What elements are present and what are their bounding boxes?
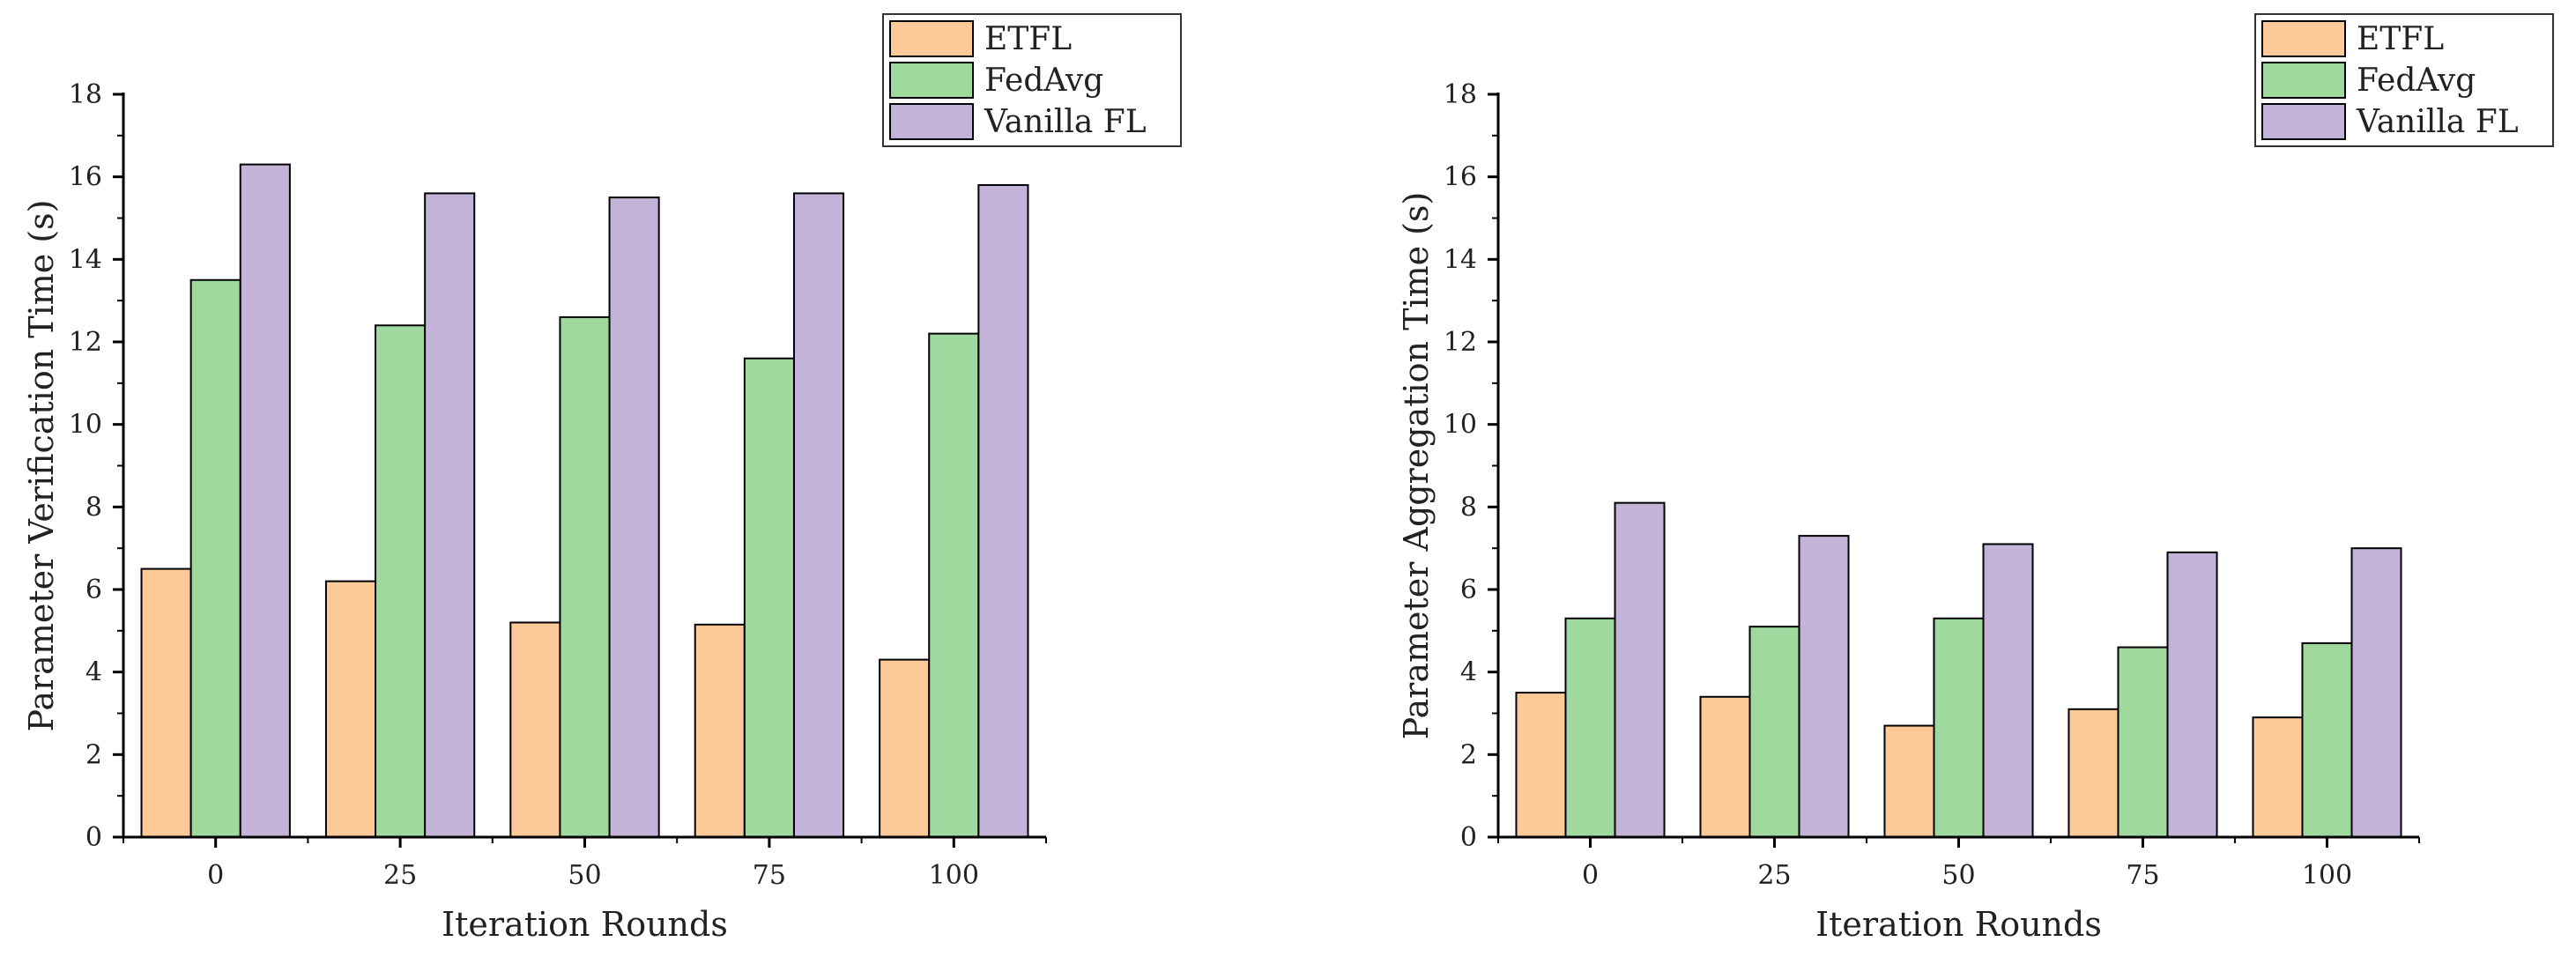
x-axis-title: Iteration Rounds	[442, 905, 728, 944]
x-axis-title: Iteration Rounds	[1815, 905, 2102, 944]
legend-swatch	[889, 62, 974, 99]
bar-vanilla-fl-0	[239, 163, 291, 838]
bar-etfl-75	[2067, 708, 2119, 838]
y-tick-label: 4	[85, 657, 102, 688]
bar-fedavg-75	[2117, 646, 2169, 838]
y-tick-label: 10	[1444, 410, 1477, 441]
y-tick-label: 14	[1444, 244, 1477, 275]
x-tick-label: 0	[1582, 860, 1599, 891]
y-axis-title: Parameter Aggregation Time (s)	[1397, 192, 1436, 740]
legend-label: FedAvg	[984, 63, 1103, 99]
legend-swatch	[889, 103, 974, 140]
legend-swatch	[2261, 103, 2346, 140]
bar-vanilla-fl-75	[2166, 551, 2218, 838]
bar-fedavg-25	[1748, 626, 1800, 839]
bar-etfl-25	[1699, 695, 1751, 839]
y-tick-label: 0	[85, 822, 102, 853]
legend: ETFL FedAvg Vanilla FL	[882, 13, 1182, 147]
bar-etfl-50	[1883, 724, 1935, 838]
bar-fedavg-50	[1933, 617, 1985, 839]
bar-group	[1515, 501, 2402, 839]
y-tick-label: 14	[69, 244, 102, 275]
bar-group	[140, 163, 1029, 839]
legend: ETFL FedAvg Vanilla FL	[2254, 13, 2554, 147]
y-tick-label: 2	[1460, 739, 1477, 770]
y-tick-label: 6	[85, 575, 102, 605]
legend-swatch	[2261, 62, 2346, 99]
y-axis-title: Parameter Verification Time (s)	[22, 199, 61, 731]
bar-vanilla-fl-100	[977, 184, 1029, 838]
y-tick-label: 12	[69, 327, 102, 358]
bar-fedavg-50	[559, 315, 611, 838]
y-tick-label: 0	[1460, 822, 1477, 853]
x-tick-label: 50	[1941, 860, 1975, 891]
legend-label: FedAvg	[2357, 63, 2476, 99]
bar-vanilla-fl-0	[1614, 501, 1666, 839]
y-tick-label: 18	[1444, 79, 1477, 110]
x-tick-label: 0	[207, 860, 224, 891]
bar-fedavg-100	[2301, 641, 2353, 838]
bar-vanilla-fl-25	[424, 192, 476, 838]
y-tick-label: 6	[1460, 575, 1477, 605]
bar-vanilla-fl-100	[2350, 547, 2402, 838]
bar-vanilla-fl-75	[792, 192, 845, 838]
y-tick-label: 2	[85, 739, 102, 770]
bar-fedavg-100	[928, 332, 980, 838]
bar-fedavg-75	[743, 357, 795, 839]
bar-etfl-25	[324, 580, 377, 838]
x-tick-label: 50	[568, 860, 601, 891]
bar-etfl-0	[1515, 692, 1567, 839]
y-tick-label: 8	[1460, 492, 1477, 523]
x-tick-label: 75	[2126, 860, 2159, 891]
bar-fedavg-25	[375, 324, 427, 838]
chart-panel-1: 0 2 4 6 8 10 12 14 16 18 0 25 50 75 100 Iteration Round…	[22, 13, 1182, 944]
bar-etfl-0	[140, 567, 192, 839]
legend-swatch	[889, 20, 974, 57]
legend-label: Vanilla FL	[2356, 104, 2519, 140]
legend-label: Vanilla FL	[984, 104, 1147, 140]
chart-panel-2: 0 2 4 6 8 10 12 14 16 18 0 25 50 75 100 Iteration Round…	[1397, 13, 2554, 944]
y-tick-label: 16	[69, 162, 102, 193]
y-tick-label: 10	[69, 410, 102, 441]
y-tick-label: 16	[1444, 162, 1477, 193]
bar-vanilla-fl-25	[1798, 535, 1850, 838]
bar-etfl-50	[509, 621, 561, 838]
bar-etfl-75	[694, 623, 746, 838]
y-tick-label: 18	[69, 79, 102, 110]
x-tick-label: 25	[383, 860, 417, 891]
y-tick-label: 4	[1460, 657, 1477, 688]
legend-label: ETFL	[984, 21, 1072, 57]
bar-vanilla-fl-50	[1982, 543, 2034, 838]
x-tick-label: 100	[929, 860, 979, 891]
bar-etfl-100	[2252, 716, 2304, 838]
x-tick-label: 25	[1757, 860, 1791, 891]
bar-fedavg-0	[189, 278, 241, 838]
y-tick-label: 12	[1444, 327, 1477, 358]
x-tick-label: 75	[753, 860, 786, 891]
legend-swatch	[2261, 20, 2346, 57]
legend-label: ETFL	[2357, 21, 2444, 57]
y-tick-label: 8	[85, 492, 102, 523]
x-tick-label: 100	[2302, 860, 2352, 891]
bar-vanilla-fl-50	[608, 197, 660, 838]
bar-etfl-100	[879, 658, 931, 838]
bar-fedavg-0	[1564, 617, 1616, 839]
